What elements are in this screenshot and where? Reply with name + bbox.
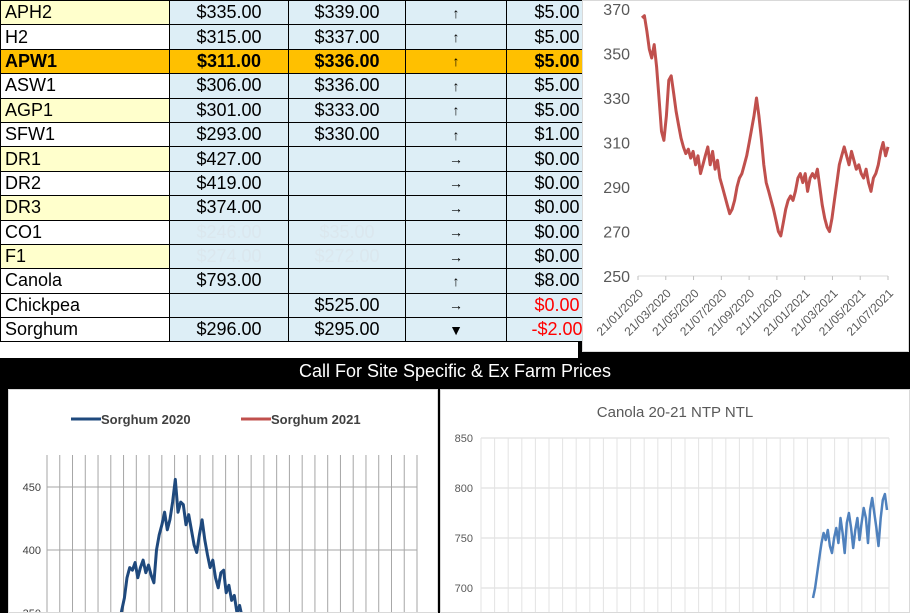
commodity-name: Chickpea — [0, 292, 170, 319]
y-tick-label: 350 — [603, 47, 630, 64]
price-col2: $525.00 — [288, 292, 406, 319]
price-col2 — [288, 268, 406, 294]
price-col1: $793.00 — [169, 268, 289, 294]
commodity-name: CO1 — [0, 219, 170, 245]
price-col1: $335.00 — [169, 0, 289, 26]
price-col2: $336.00 — [288, 73, 406, 99]
price-row: DR1 $427.00 → $0.00 — [0, 146, 608, 172]
price-row: APW1 $311.00 $336.00 ↑ $5.00 — [0, 48, 608, 75]
price-col2: $35.00 — [288, 219, 406, 245]
chart-title: Canola 20-21 NTP NTL — [597, 404, 753, 421]
price-row: Chickpea $525.00 → $0.00 — [0, 292, 608, 319]
y-tick-label: 800 — [455, 483, 473, 495]
price-row: Sorghum $296.00 $295.00 ▼ -$2.00 — [0, 317, 608, 343]
commodity-name: ASW1 — [0, 73, 170, 99]
commodity-name: DR3 — [0, 195, 170, 221]
trend-arrow: → — [405, 195, 507, 221]
price-row: H2 $315.00 $337.00 ↑ $5.00 — [0, 24, 608, 50]
price-col2: $272.00 — [288, 243, 406, 270]
y-tick-label: 750 — [455, 533, 473, 545]
trend-arrow: ↑ — [405, 73, 507, 99]
y-tick-label: 400 — [23, 545, 41, 557]
trend-arrow: ↑ — [405, 0, 507, 26]
y-tick-label: 350 — [23, 608, 41, 612]
y-tick-label: 290 — [603, 180, 630, 197]
legend-label-2020: Sorghum 2020 — [101, 412, 191, 427]
commodity-name: APW1 — [0, 48, 170, 75]
price-row: ASW1 $306.00 $336.00 ↑ $5.00 — [0, 73, 608, 99]
y-tick-label: 450 — [23, 482, 41, 494]
price-col2 — [288, 195, 406, 221]
price-col1: $293.00 — [169, 121, 289, 148]
price-col1: $311.00 — [169, 48, 289, 75]
price-col1: $315.00 — [169, 24, 289, 50]
trend-arrow: ↑ — [405, 97, 507, 123]
price-col2: $333.00 — [288, 97, 406, 123]
commodity-name: DR2 — [0, 170, 170, 197]
canola-chart: Canola 20-21 NTP NTL 700 750 800 850 — [440, 389, 910, 613]
price-col1: $246.00 — [169, 219, 289, 245]
sorghum-chart-svg: 350 400 450 Sorghum 2020 Sorghum 2021 — [23, 412, 418, 612]
price-col1: $274.00 — [169, 243, 289, 270]
trend-arrow: → — [405, 243, 507, 270]
price-col1: $306.00 — [169, 73, 289, 99]
price-col2: $295.00 — [288, 317, 406, 343]
commodity-name: DR1 — [0, 146, 170, 172]
commodity-name: SFW1 — [0, 121, 170, 148]
price-col1: $301.00 — [169, 97, 289, 123]
apw1-chart-svg: 25027029031033035037021/01/202021/03/202… — [594, 2, 897, 339]
price-col1: $296.00 — [169, 317, 289, 343]
y-tick-label: 700 — [455, 583, 473, 595]
commodity-name: F1 — [0, 243, 170, 270]
price-col1: $374.00 — [169, 195, 289, 221]
commodity-name: APH2 — [0, 0, 170, 26]
legend-label-2021: Sorghum 2021 — [271, 412, 361, 427]
price-row: DR2 $419.00 → $0.00 — [0, 170, 608, 197]
y-tick-label: 850 — [455, 433, 473, 445]
price-col2 — [288, 170, 406, 197]
price-col2: $330.00 — [288, 121, 406, 148]
y-tick-label: 310 — [603, 136, 630, 153]
commodity-name: Sorghum — [0, 317, 170, 343]
price-col1: $419.00 — [169, 170, 289, 197]
trend-arrow: → — [405, 292, 507, 319]
commodity-name: AGP1 — [0, 97, 170, 123]
trend-arrow: → — [405, 170, 507, 197]
price-col2: $337.00 — [288, 24, 406, 50]
series-line — [811, 492, 889, 599]
price-row: AGP1 $301.00 $333.00 ↑ $5.00 — [0, 97, 608, 123]
y-tick-label: 330 — [603, 91, 630, 108]
trend-arrow: ↑ — [405, 268, 507, 294]
price-row: CO1 $246.00 $35.00 → $0.00 — [0, 219, 608, 245]
site-specific-banner: Call For Site Specific & Ex Farm Prices — [0, 359, 910, 383]
price-sheet: APH2 $335.00 $339.00 ↑ $5.00 H2 $315.00 $337.00… — [0, 0, 608, 358]
commodity-name: H2 — [0, 24, 170, 50]
price-row: SFW1 $293.00 $330.00 ↑ $1.00 — [0, 121, 608, 148]
trend-arrow: ↑ — [405, 48, 507, 75]
price-row: DR3 $374.00 → $0.00 — [0, 195, 608, 221]
trend-arrow: ↑ — [405, 24, 507, 50]
apw1-price-chart: 250 270 290 310 330 350 370 21/01/2020 21/03/202… — [582, 0, 909, 352]
price-col2: $336.00 — [288, 48, 406, 75]
canola-chart-svg: Canola 20-21 NTP NTL 700 750 800 850 — [455, 404, 890, 612]
series-line-2020 — [119, 477, 243, 612]
commodity-name: Canola — [0, 268, 170, 294]
price-col1: $427.00 — [169, 146, 289, 172]
price-col2: $339.00 — [288, 0, 406, 26]
price-col2 — [288, 146, 406, 172]
trend-arrow: → — [405, 146, 507, 172]
trend-arrow: ▼ — [405, 317, 507, 343]
y-tick-label: 270 — [603, 225, 630, 242]
y-tick-label: 250 — [603, 269, 630, 286]
series-line — [640, 14, 890, 238]
price-row: APH2 $335.00 $339.00 ↑ $5.00 — [0, 0, 608, 26]
y-tick-label: 370 — [603, 2, 630, 19]
price-col1 — [169, 292, 289, 319]
price-row: Canola $793.00 ↑ $8.00 — [0, 268, 608, 294]
trend-arrow: → — [405, 219, 507, 245]
price-row: F1 $274.00 $272.00 → $0.00 — [0, 243, 608, 270]
sorghum-chart: 350 400 450 Sorghum 2020 Sorghum 2021 — [8, 389, 438, 613]
trend-arrow: ↑ — [405, 121, 507, 148]
price-table: APH2 $335.00 $339.00 ↑ $5.00 H2 $315.00 $337.00… — [0, 0, 608, 343]
